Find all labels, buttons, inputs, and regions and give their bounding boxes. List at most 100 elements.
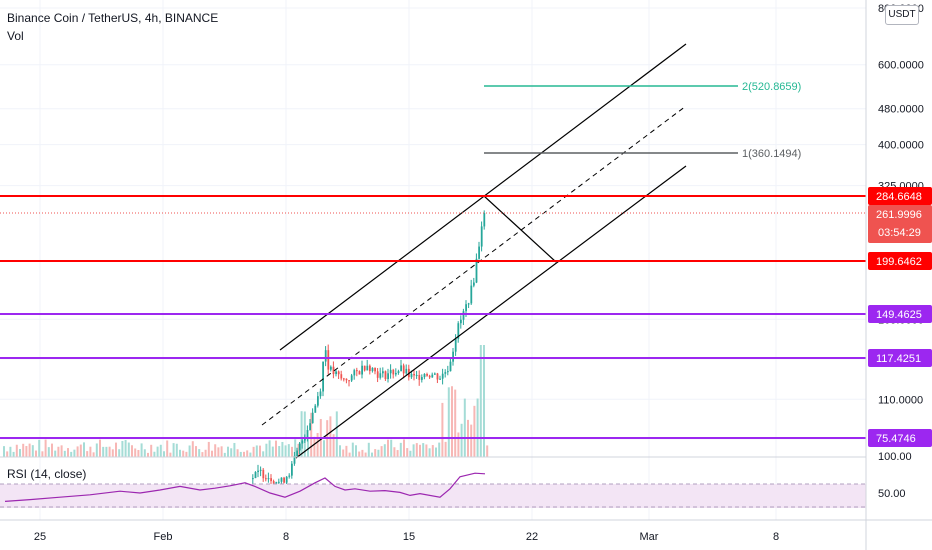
volume-bar: [156, 446, 159, 457]
last-price-tag-box: [868, 205, 932, 243]
candle-body: [293, 455, 296, 464]
volume-bar: [393, 447, 396, 457]
candle-body: [382, 371, 384, 374]
candle-body: [457, 323, 460, 339]
volume-bar: [252, 446, 255, 457]
volume-bar: [188, 445, 191, 457]
candle-body: [371, 367, 374, 372]
candle-body: [415, 374, 418, 376]
volume-bar: [473, 405, 476, 457]
candle-body: [272, 481, 275, 484]
volume-bar: [457, 432, 460, 457]
candle-body: [441, 373, 444, 379]
volume-bar: [38, 439, 41, 457]
volume-bar: [361, 449, 364, 457]
volume-bar: [479, 345, 482, 457]
candle-body: [405, 368, 408, 374]
volume-bar: [435, 447, 437, 457]
volume-bar: [124, 440, 127, 457]
volume-bar: [169, 452, 172, 457]
volume-bar: [246, 450, 249, 457]
candle-body: [337, 371, 340, 375]
candle-body: [473, 282, 475, 286]
volume-bar: [25, 446, 28, 457]
volume-bar: [431, 445, 434, 457]
candle-body: [311, 412, 314, 424]
volume-bar: [214, 444, 217, 457]
candle-body: [462, 311, 465, 320]
volume-bar: [6, 451, 9, 457]
candle-body: [363, 365, 366, 371]
volume-bar: [332, 434, 335, 457]
level-tag-label: 284.6648: [876, 191, 922, 203]
volume-bar: [121, 440, 124, 457]
volume-bar: [239, 451, 242, 457]
level-tag-box: [868, 429, 932, 447]
volume-bar: [191, 441, 194, 457]
candle-body: [275, 482, 278, 484]
candle-body: [449, 361, 452, 372]
volume-bar: [470, 424, 473, 457]
volume-bar: [9, 446, 12, 457]
volume-bar: [127, 442, 130, 457]
volume-bar: [438, 442, 441, 457]
volume-bar: [329, 416, 332, 457]
volume-bar: [201, 452, 204, 457]
volume-bar: [159, 444, 162, 457]
volume-bar: [278, 446, 281, 457]
volume-bar: [399, 442, 402, 457]
candle-body: [384, 371, 387, 380]
candle-body: [298, 443, 301, 451]
candle-body: [332, 366, 335, 375]
horizontal-levels[interactable]: 2(520.8659) 1(360.1494): [0, 81, 866, 439]
trend-channel[interactable]: [261, 43, 687, 459]
volume-bar: [358, 451, 361, 457]
rsi-tick-label: 100.00: [878, 451, 912, 463]
candle-body: [348, 380, 350, 382]
projection-line: [483, 195, 557, 263]
candle-body: [254, 472, 257, 479]
candle-body: [452, 351, 454, 362]
y-tick-label: 110.0000: [878, 394, 923, 406]
volume-bar: [63, 450, 66, 457]
volume-bar: [441, 402, 444, 457]
volume-bar: [163, 451, 165, 457]
volume-bar: [294, 439, 297, 457]
volume-bar: [383, 444, 386, 457]
candle-body: [270, 478, 272, 482]
volume-bar: [150, 444, 153, 457]
volume-bar: [463, 398, 466, 457]
candle-body: [265, 478, 267, 480]
volume-bar: [76, 446, 79, 457]
candle-body: [478, 246, 480, 259]
volume-bar: [287, 444, 290, 457]
volume-bar: [364, 452, 367, 457]
volume-bar: [355, 445, 357, 457]
candle-body: [343, 378, 345, 380]
candle-body: [447, 371, 449, 373]
candle-body: [418, 374, 421, 380]
volume-bar: [371, 452, 373, 457]
volume-bar: [60, 445, 63, 457]
volume-bar: [115, 442, 117, 457]
currency-button[interactable]: USDT: [885, 5, 919, 25]
candle-body: [327, 350, 330, 370]
countdown-label: 03:54:29: [878, 227, 921, 239]
volume-bar: [105, 446, 108, 457]
volume-bar: [86, 451, 89, 457]
volume-bar: [483, 345, 485, 457]
volume-bar: [223, 452, 226, 457]
candle-body: [460, 319, 462, 324]
candle-body: [436, 373, 439, 380]
rsi-pane: [0, 472, 866, 508]
candle-body: [285, 476, 288, 483]
volume-bar: [28, 443, 31, 457]
volume-bar: [345, 445, 348, 457]
channel-lower-line: [295, 165, 687, 459]
volume-bar: [486, 445, 489, 457]
candle-body: [387, 373, 389, 380]
rsi-label: RSI (14, close): [7, 467, 87, 481]
x-tick-label: 22: [526, 531, 538, 543]
volume-bar: [300, 411, 303, 457]
